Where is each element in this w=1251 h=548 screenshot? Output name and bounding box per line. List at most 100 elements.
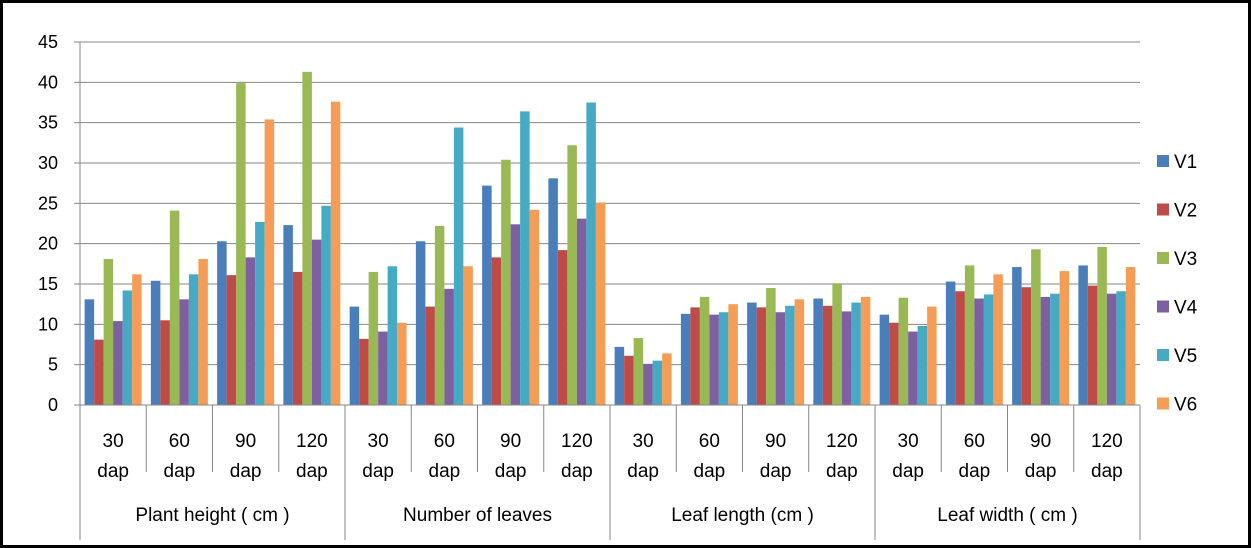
x-group-label: Leaf length (cm )	[671, 505, 814, 526]
bar-v4	[841, 311, 852, 405]
bar-v6	[132, 274, 142, 405]
bar-v3	[567, 145, 577, 405]
x-tick-label-number: 90	[500, 431, 521, 452]
bar-v6	[463, 266, 473, 405]
x-tick-label-unit: dap	[495, 461, 527, 482]
bar-v2	[624, 355, 634, 405]
bar-v4	[311, 239, 322, 405]
bar-v1	[879, 314, 890, 405]
bar-v3	[1031, 249, 1041, 405]
x-tick-label-number: 60	[434, 431, 455, 452]
bar-v3	[898, 297, 909, 405]
legend-label: V5	[1174, 346, 1197, 367]
bar-v1	[217, 241, 227, 405]
bar-v2	[425, 306, 435, 405]
y-tick-label: 10	[38, 314, 58, 334]
bar-v2	[955, 291, 965, 405]
x-tick-label-unit: dap	[362, 461, 394, 482]
y-tick-label: 30	[38, 153, 58, 173]
bar-v2	[756, 307, 767, 405]
bar-v3	[103, 258, 114, 405]
x-tick-label-unit: dap	[296, 461, 328, 482]
bar-v1	[548, 178, 558, 405]
legend-item-v2: V2	[1157, 201, 1197, 222]
x-group-label: Plant height ( cm )	[135, 505, 289, 526]
bar-v6	[529, 209, 540, 405]
legend-label: V4	[1174, 298, 1198, 319]
x-tick-label-unit: dap	[760, 461, 792, 482]
bar-v2	[822, 305, 833, 405]
bar-v6	[794, 299, 805, 405]
bar-v4	[245, 257, 256, 405]
bar-v1	[813, 298, 823, 405]
bar-v6	[662, 353, 672, 405]
bar-v5	[321, 205, 331, 405]
x-tick-label-unit: dap	[627, 461, 659, 482]
bar-v4	[643, 363, 653, 405]
bar-v3	[169, 210, 180, 405]
x-tick-label-unit: dap	[1025, 461, 1057, 482]
x-tick-label-number: 120	[1091, 431, 1123, 452]
bar-v2	[292, 271, 303, 405]
x-tick-label-unit: dap	[694, 461, 726, 482]
bar-v1	[349, 306, 360, 405]
bar-v6	[1059, 271, 1070, 405]
bar-v5	[983, 294, 994, 405]
x-tick-label-number: 30	[898, 431, 919, 452]
x-tick-label-unit: dap	[959, 461, 991, 482]
legend-label: V6	[1174, 395, 1197, 416]
bar-v4	[444, 288, 454, 405]
bar-v1	[747, 302, 757, 405]
x-tick-label-number: 30	[368, 431, 389, 452]
bar-v4	[378, 331, 388, 405]
bar-v6	[198, 258, 208, 405]
bar-v5	[255, 221, 265, 405]
x-tick-label-number: 120	[826, 431, 858, 452]
y-tick-label: 15	[38, 274, 58, 294]
bar-v4	[974, 298, 984, 405]
x-tick-label-unit: dap	[429, 461, 461, 482]
bar-v4	[510, 224, 521, 405]
x-tick-label-number: 120	[296, 431, 328, 452]
bar-v6	[1125, 267, 1136, 405]
bar-v1	[945, 281, 956, 405]
bar-v1	[283, 225, 293, 405]
bar-v5	[1116, 291, 1126, 405]
x-tick-label-number: 60	[964, 431, 985, 452]
bar-v2	[557, 250, 568, 405]
bar-v2	[359, 338, 369, 405]
bar-v3	[302, 71, 312, 405]
bar-v6	[728, 304, 738, 405]
bar-v4	[709, 314, 719, 405]
x-tick-label-unit: dap	[164, 461, 196, 482]
axes	[79, 42, 1141, 540]
bar-v3	[434, 225, 445, 405]
x-axis-categories: 30 dap 60 dap 90 dap 120 dap 30 dap 60 dap 90 dap 120 d…	[97, 431, 1122, 526]
bar-v3	[633, 338, 644, 405]
bar-v2	[690, 307, 700, 405]
bar-v2	[491, 257, 502, 405]
bar-v3	[1097, 246, 1107, 405]
y-axis-ticks: 0 5 10 15 20 25 30 35 40 45	[38, 32, 80, 415]
bar-v1	[415, 241, 426, 405]
bar-v4	[113, 321, 123, 405]
bars	[84, 71, 1136, 406]
x-tick-label-unit: dap	[230, 461, 262, 482]
bar-v6	[264, 119, 275, 405]
x-group-label: Number of leaves	[403, 505, 552, 526]
legend-label: V3	[1174, 249, 1197, 270]
bar-v1	[150, 280, 161, 405]
bar-v6	[330, 101, 341, 405]
x-tick-label-number: 90	[765, 431, 786, 452]
y-tick-label: 20	[38, 234, 58, 254]
bar-v4	[576, 218, 587, 405]
bar-v5	[586, 102, 596, 405]
y-tick-label: 25	[38, 193, 58, 213]
bar-v5	[520, 111, 530, 406]
bar-v4	[179, 299, 189, 405]
x-tick-label-number: 30	[103, 431, 124, 452]
bar-v5	[785, 305, 795, 405]
y-tick-label: 45	[38, 32, 58, 52]
x-tick-label-unit: dap	[892, 461, 924, 482]
